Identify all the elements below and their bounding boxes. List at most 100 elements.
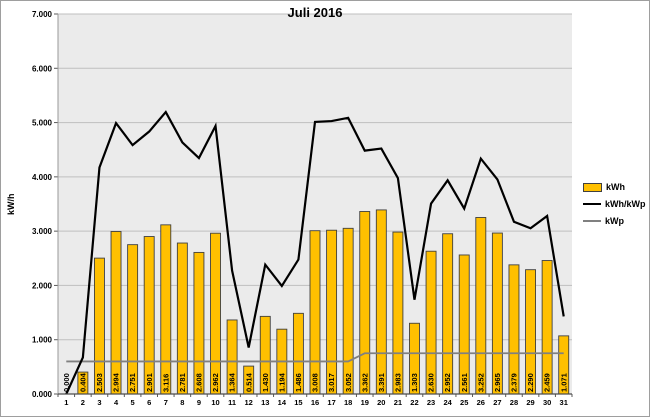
kwh-bar-day-24: [442, 233, 454, 395]
x-tick-label: 5: [131, 398, 135, 407]
y-tick-label: 6.000: [32, 64, 53, 73]
x-tick-label: 27: [493, 398, 501, 407]
x-tick-label: 9: [197, 398, 201, 407]
bar-value-label-day-12: 0.514: [244, 372, 253, 392]
kwh-bar-day-16: [309, 230, 321, 395]
y-tick-label: 3.000: [32, 227, 53, 236]
kwh-bar-day-7: [160, 224, 172, 395]
legend-label-kwh: kWh: [606, 182, 625, 192]
bar-value-label-day-13: 1.430: [261, 373, 270, 392]
bar-value-label-day-4: 2.994: [112, 372, 121, 392]
x-tick-label: 17: [327, 398, 335, 407]
bar-value-label-day-1: 0.000: [62, 373, 71, 392]
y-tick-label: 1.000: [32, 336, 53, 345]
bar-value-label-day-8: 2.781: [178, 373, 187, 392]
x-tick-label: 11: [228, 398, 236, 407]
bar-value-label-day-29: 2.290: [526, 373, 535, 392]
x-tick-label: 30: [543, 398, 551, 407]
x-tick-label: 1: [64, 398, 68, 407]
kwh-bar-day-6: [143, 236, 155, 395]
kwh-per-kwp-line: [65, 110, 565, 395]
x-tick-label: 7: [164, 398, 168, 407]
x-tick-label: 13: [261, 398, 269, 407]
bar-value-label-day-5: 2.751: [128, 373, 137, 392]
bar-value-label-day-6: 2.901: [145, 373, 154, 392]
x-tick-label: 3: [97, 398, 101, 407]
bar-value-label-day-18: 3.052: [344, 373, 353, 392]
x-tick-label: 14: [278, 398, 287, 407]
legend-label-kwh-per-kwp: kWh/kWp: [605, 199, 646, 209]
x-tick-label: 28: [510, 398, 518, 407]
y-tick-label: 4.000: [32, 173, 53, 182]
kwh-bar-day-18: [342, 227, 354, 395]
legend-label-kwp: kWp: [605, 216, 624, 226]
y-tick-label: 7.000: [32, 10, 53, 19]
bar-value-label-day-27: 2.965: [493, 373, 502, 392]
x-tick-label: 19: [361, 398, 369, 407]
x-tick-label: 20: [377, 398, 385, 407]
bar-value-label-day-15: 1.486: [294, 373, 303, 392]
legend-swatch-kwh-per-kwp-line: [583, 203, 601, 205]
x-tick-label: 12: [245, 398, 253, 407]
legend: kWh kWh/kWp kWp: [583, 182, 646, 226]
y-tick-label: 2.000: [32, 281, 53, 290]
kwh-bar-day-10: [210, 232, 221, 395]
kwh-bar-day-17: [326, 229, 338, 395]
bar-value-label-day-2: 0.404: [78, 372, 87, 392]
x-tick-label: 23: [427, 398, 435, 407]
x-tick-label: 24: [443, 398, 452, 407]
bar-value-label-day-25: 2.561: [460, 373, 469, 392]
chart-title: Juli 2016: [287, 5, 343, 20]
x-tick-label: 22: [410, 398, 418, 407]
x-tick-label: 2: [81, 398, 85, 407]
kwh-bar-day-23: [425, 250, 437, 395]
bar-value-label-day-26: 3.252: [476, 373, 485, 392]
y-axis-title: kW/h: [6, 193, 16, 215]
bar-value-label-day-3: 2.503: [95, 373, 104, 392]
y-tick-label: 0.000: [32, 390, 53, 399]
bar-value-label-day-14: 1.194: [277, 372, 286, 392]
x-tick-label: 16: [311, 398, 319, 407]
legend-swatch-kwh-bar: [583, 182, 602, 192]
bar-value-label-day-9: 2.608: [195, 373, 204, 392]
bar-value-label-day-11: 1.364: [228, 372, 237, 392]
kwh-bar-day-25: [458, 254, 470, 395]
bar-value-label-day-21: 2.983: [394, 373, 403, 392]
legend-swatch-kwp-line: [583, 220, 601, 222]
x-tick-label: 6: [147, 398, 151, 407]
kwh-bar-day-21: [392, 231, 404, 395]
bar-value-label-day-20: 3.391: [377, 373, 386, 392]
kwh-bar-day-27: [491, 232, 503, 395]
bar-value-label-day-22: 1.303: [410, 373, 419, 392]
kwh-bar-day-19: [359, 211, 371, 395]
x-tick-label: 21: [394, 398, 402, 407]
x-tick-label: 15: [294, 398, 302, 407]
x-tick-label: 31: [560, 398, 568, 407]
bar-value-label-day-17: 3.017: [327, 373, 336, 392]
kwh-bar-day-9: [193, 251, 205, 395]
kwh-bar-day-4: [110, 231, 122, 395]
legend-item-kwh-per-kwp: kWh/kWp: [583, 199, 646, 209]
bar-value-label-day-30: 2.459: [543, 373, 552, 392]
kwh-bar-day-20: [375, 209, 387, 395]
legend-item-kwh: kWh: [583, 182, 646, 192]
x-tick-label: 8: [180, 398, 184, 407]
x-tick-label: 29: [526, 398, 534, 407]
bar-value-label-day-28: 2.379: [510, 373, 519, 392]
kwh-bar-day-5: [127, 244, 139, 395]
bar-value-label-day-19: 3.362: [360, 373, 369, 392]
bar-value-label-day-10: 2.962: [211, 373, 220, 392]
y-tick-label: 5.000: [32, 119, 53, 128]
kwh-bar-day-8: [176, 242, 188, 395]
x-tick-label: 25: [460, 398, 468, 407]
x-tick-label: 26: [477, 398, 485, 407]
bar-value-label-day-7: 3.116: [161, 374, 170, 392]
x-tick-label: 10: [211, 398, 219, 407]
bar-value-label-day-16: 3.008: [311, 373, 320, 392]
bar-value-label-day-31: 1.071: [559, 373, 568, 392]
bar-value-label-day-23: 2.630: [427, 373, 436, 392]
x-tick-label: 18: [344, 398, 352, 407]
x-tick-label: 4: [114, 398, 119, 407]
